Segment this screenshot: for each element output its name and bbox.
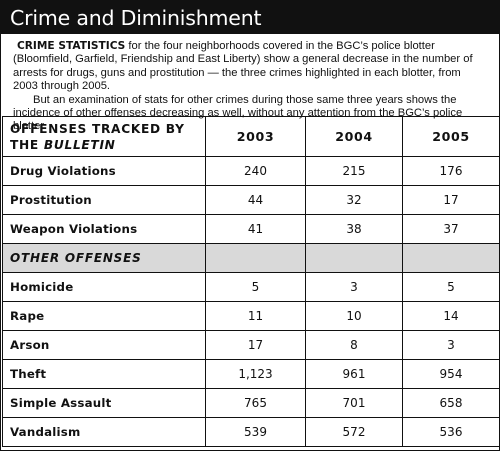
- row-label: Vandalism: [2, 417, 206, 447]
- cell-value: 10: [305, 301, 403, 331]
- cell-value: 176: [402, 156, 500, 186]
- panel-title: Crime and Diminishment: [1, 1, 499, 34]
- cell-value: 954: [402, 359, 500, 389]
- row-label: Prostitution: [2, 185, 206, 215]
- intro-paragraph-1-text: for the four neighborhoods covered in th…: [13, 40, 473, 93]
- header-line-2a: THE: [10, 137, 44, 152]
- row-label: Arson: [2, 330, 206, 360]
- section-empty-cell: [205, 243, 306, 273]
- column-header-2004: 2004: [305, 116, 403, 157]
- cell-value: 17: [205, 330, 306, 360]
- intro-text: CRIME STATISTICS for the four neighborho…: [1, 34, 499, 132]
- section-empty-cell: [305, 243, 403, 273]
- cell-value: 539: [205, 417, 306, 447]
- row-label: Drug Violations: [2, 156, 206, 186]
- cell-value: 38: [305, 214, 403, 244]
- crime-statistics-table: OFFENSES TRACKED BY THE BULLETIN 2003 20…: [2, 116, 500, 447]
- cell-value: 5: [205, 272, 306, 302]
- table-row: Vandalism 539 572 536: [2, 417, 500, 447]
- cell-value: 961: [305, 359, 403, 389]
- cell-value: 17: [402, 185, 500, 215]
- cell-value: 240: [205, 156, 306, 186]
- cell-value: 3: [305, 272, 403, 302]
- header-line-1: OFFENSES TRACKED BY: [10, 121, 185, 136]
- table-row: Theft 1,123 961 954: [2, 359, 500, 389]
- intro-lead: CRIME STATISTICS: [17, 40, 126, 52]
- cell-value: 32: [305, 185, 403, 215]
- cell-value: 765: [205, 388, 306, 418]
- cell-value: 41: [205, 214, 306, 244]
- table-header-row: OFFENSES TRACKED BY THE BULLETIN 2003 20…: [2, 116, 500, 157]
- row-label: Rape: [2, 301, 206, 331]
- row-label: Theft: [2, 359, 206, 389]
- table-row: Rape 11 10 14: [2, 301, 500, 331]
- column-header-offenses: OFFENSES TRACKED BY THE BULLETIN: [2, 116, 206, 157]
- row-label: Homicide: [2, 272, 206, 302]
- row-label: Weapon Violations: [2, 214, 206, 244]
- cell-value: 5: [402, 272, 500, 302]
- cell-value: 1,123: [205, 359, 306, 389]
- table-row: Homicide 5 3 5: [2, 272, 500, 302]
- section-label: OTHER OFFENSES: [2, 243, 206, 273]
- cell-value: 572: [305, 417, 403, 447]
- cell-value: 14: [402, 301, 500, 331]
- intro-paragraph-1: CRIME STATISTICS for the four neighborho…: [13, 40, 487, 94]
- cell-value: 3: [402, 330, 500, 360]
- cell-value: 37: [402, 214, 500, 244]
- table-row: Arson 17 8 3: [2, 330, 500, 360]
- cell-value: 658: [402, 388, 500, 418]
- column-header-2005: 2005: [402, 116, 500, 157]
- column-header-2003: 2003: [205, 116, 306, 157]
- cell-value: 215: [305, 156, 403, 186]
- cell-value: 44: [205, 185, 306, 215]
- header-line-2b: BULLETIN: [43, 137, 116, 152]
- cell-value: 701: [305, 388, 403, 418]
- table-row: Simple Assault 765 701 658: [2, 388, 500, 418]
- table-row: Prostitution 44 32 17: [2, 185, 500, 215]
- table-row: Weapon Violations 41 38 37: [2, 214, 500, 244]
- table-row: Drug Violations 240 215 176: [2, 156, 500, 186]
- row-label: Simple Assault: [2, 388, 206, 418]
- section-row-other-offenses: OTHER OFFENSES: [2, 243, 500, 273]
- cell-value: 536: [402, 417, 500, 447]
- section-empty-cell: [402, 243, 500, 273]
- cell-value: 8: [305, 330, 403, 360]
- cell-value: 11: [205, 301, 306, 331]
